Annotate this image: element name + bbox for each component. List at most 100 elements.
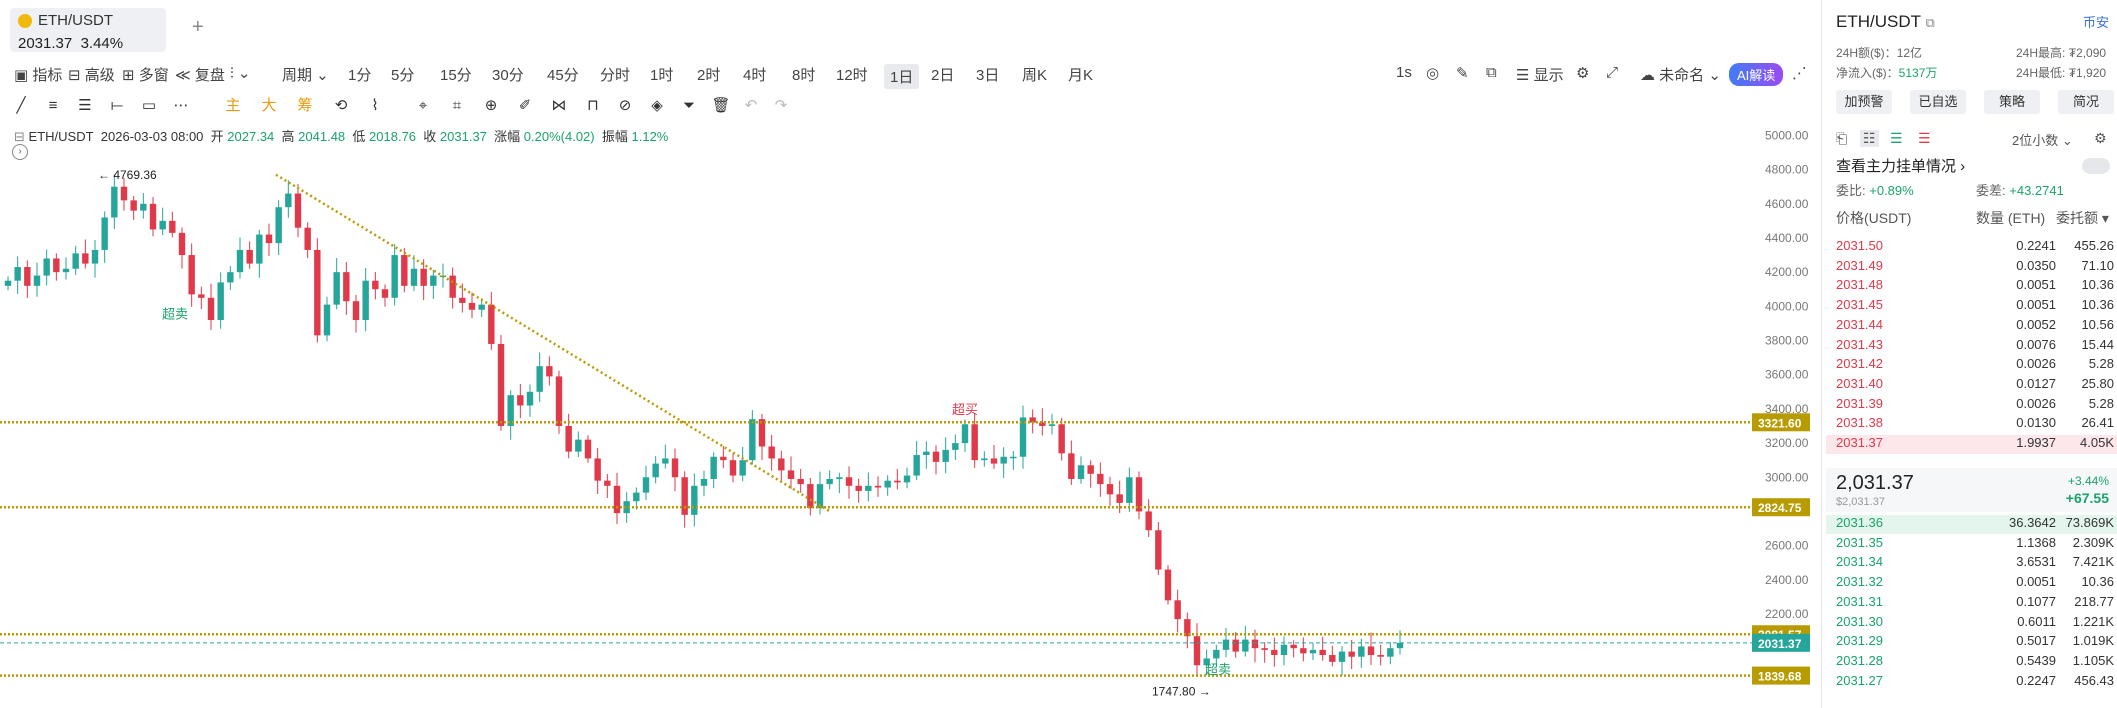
exchange-link[interactable]: 币安 xyxy=(2082,15,2109,30)
period-dropdown[interactable]: 周期 ⌄ xyxy=(282,67,329,84)
bid-row[interactable]: 2031.27 0.2247 456.43 xyxy=(1826,673,2117,692)
hide-tool-icon[interactable]: ⊘ xyxy=(618,97,632,114)
interval-11[interactable]: 1日 xyxy=(884,64,920,89)
ask-row[interactable]: 2031.45 0.0051 10.36 xyxy=(1826,297,2117,316)
display-button[interactable]: ☰ 显示 xyxy=(1516,67,1564,84)
alert-button[interactable]: 加预警 xyxy=(1836,90,1892,114)
interval-7[interactable]: 2时 xyxy=(697,67,721,84)
col-amount[interactable]: 委托额 ▾ xyxy=(2056,210,2109,226)
ask-row[interactable]: 2031.50 0.2241 455.26 xyxy=(1826,238,2117,257)
ask-row[interactable]: 2031.39 0.0026 5.28 xyxy=(1826,396,2117,415)
cursor-tool-icon[interactable]: ⌖ xyxy=(418,97,428,114)
multi-window-button[interactable]: ⊞ 多窗 xyxy=(122,67,169,84)
ask-row[interactable]: 2031.37 1.9937 4.05K xyxy=(1826,435,2117,454)
lock-tool-icon[interactable]: ⊓ xyxy=(587,97,599,114)
asks-only-icon[interactable]: ☰ xyxy=(1918,130,1931,146)
interval-0[interactable]: 1分 xyxy=(348,67,372,84)
delete-tool-icon[interactable]: 🗑 xyxy=(711,97,731,114)
review-button[interactable]: ≪ 复盘 xyxy=(175,67,225,84)
bid-row[interactable]: 2031.32 0.0051 10.36 xyxy=(1826,574,2117,593)
indicators-button[interactable]: ▣ 指标 xyxy=(14,67,63,84)
main-orders-link[interactable]: 查看主力挂单情况 › xyxy=(1836,158,1966,175)
interval-6[interactable]: 1时 xyxy=(650,67,674,84)
collapse-indicator-button[interactable]: › xyxy=(12,144,28,160)
bid-row[interactable]: 2031.30 0.6011 1.221K xyxy=(1826,614,2117,633)
channel-tool-icon[interactable]: ☰ xyxy=(78,97,92,114)
ask-row[interactable]: 2031.48 0.0051 10.36 xyxy=(1826,277,2117,296)
bid-row[interactable]: 2031.35 1.1368 2.309K xyxy=(1826,535,2117,554)
marker-tool-icon[interactable]: ✐ xyxy=(518,97,532,114)
layout-name-dropdown[interactable]: ☁ 未命名 ⌄ xyxy=(1640,67,1721,84)
big-order-button[interactable]: 大 xyxy=(261,97,277,114)
share-icon[interactable]: ⋰ xyxy=(1792,65,1807,82)
interval-10[interactable]: 12时 xyxy=(836,67,868,84)
ask-row[interactable]: 2031.40 0.0127 25.80 xyxy=(1826,376,2117,395)
decimals-dropdown[interactable]: 2位小数 ⌄ xyxy=(2012,133,2073,148)
strategy-button[interactable]: 策略 xyxy=(1984,90,2040,114)
bids-only-icon[interactable]: ☰ xyxy=(1890,130,1903,146)
overview-button[interactable]: 简况 xyxy=(2058,90,2114,114)
layout-icon[interactable]: ⧉ xyxy=(1486,64,1497,81)
pattern-tool-icon[interactable]: ⟲ xyxy=(334,97,348,114)
advanced-button[interactable]: ⊟ 高级 xyxy=(68,67,115,84)
redo-icon[interactable]: ↷ xyxy=(774,97,788,114)
layers-tool-icon[interactable]: ◈ xyxy=(651,97,663,114)
symbol-tab[interactable]: ETH/USDT 2031.37 3.44% xyxy=(10,8,166,52)
watchlist-button[interactable]: 已自选 xyxy=(1910,90,1966,114)
vol-24h: 24H额($)：12亿 xyxy=(1836,46,1923,60)
interval-12[interactable]: 2日 xyxy=(931,67,955,84)
interval-1[interactable]: 5分 xyxy=(391,67,415,84)
order-amount: 71.10 xyxy=(2081,257,2114,273)
ray-tool-icon[interactable]: ⟝ xyxy=(110,97,124,114)
camera-icon[interactable]: ◎ xyxy=(1426,65,1440,82)
candlestick-chart[interactable]: 5000.00 4800.00 4600.00 4400.00 4200.00 4000.… xyxy=(0,120,1822,708)
orderbook-settings-icon[interactable]: ⚙ xyxy=(2094,130,2107,146)
interval-3[interactable]: 30分 xyxy=(492,67,524,84)
bid-row[interactable]: 2031.36 36.3642 73.869K xyxy=(1826,515,2117,534)
ai-analysis-button[interactable]: AI解读 xyxy=(1729,63,1784,86)
both-sides-icon[interactable]: ☷ xyxy=(1860,130,1879,147)
hline-tool-icon[interactable]: ≡ xyxy=(48,97,58,114)
one-second-button[interactable]: 1s xyxy=(1396,64,1412,81)
candle-body xyxy=(584,439,592,459)
ask-row[interactable]: 2031.44 0.0052 10.56 xyxy=(1826,317,2117,336)
ask-row[interactable]: 2031.43 0.0076 15.44 xyxy=(1826,337,2117,356)
interval-13[interactable]: 3日 xyxy=(976,67,1000,84)
more-tools-icon[interactable]: ⋯ xyxy=(173,97,189,114)
interval-2[interactable]: 15分 xyxy=(440,67,472,84)
rect-tool-icon[interactable]: ▭ xyxy=(141,97,157,114)
bid-row[interactable]: 2031.31 0.1077 218.77 xyxy=(1826,594,2117,613)
main-orders-toggle[interactable] xyxy=(2082,158,2110,174)
interval-5[interactable]: 分时 xyxy=(600,67,631,84)
main-force-button[interactable]: 主 xyxy=(225,97,241,114)
order-qty: 0.1077 xyxy=(2016,593,2056,609)
interval-9[interactable]: 8时 xyxy=(792,67,816,84)
bid-diff: 委差: +43.2741 xyxy=(1976,183,2064,198)
undo-icon[interactable]: ↶ xyxy=(744,97,758,114)
candle-body xyxy=(82,253,89,264)
interval-15[interactable]: 月K xyxy=(1068,67,1094,84)
add-tab-button[interactable]: + xyxy=(192,16,204,38)
back-icon[interactable]: ⎗ xyxy=(1836,130,1848,146)
pen-icon[interactable]: ✎ xyxy=(1456,65,1469,82)
zoom-tool-icon[interactable]: ⊕ xyxy=(484,97,498,114)
magnet-tool-icon[interactable]: ⋈ xyxy=(551,97,567,114)
interval-4[interactable]: 45分 xyxy=(547,67,579,84)
ask-row[interactable]: 2031.42 0.0026 5.28 xyxy=(1826,356,2117,375)
interval-8[interactable]: 4时 xyxy=(743,67,767,84)
filter-tool-icon[interactable]: ⏷ xyxy=(682,97,695,114)
brush-tool-icon[interactable]: ⌇ xyxy=(371,97,379,114)
ask-row[interactable]: 2031.49 0.0350 71.10 xyxy=(1826,258,2117,277)
chip-button[interactable]: 筹 xyxy=(297,97,313,114)
bid-row[interactable]: 2031.28 0.5439 1.105K xyxy=(1826,653,2117,672)
fullscreen-icon[interactable]: ⤢ xyxy=(1606,64,1619,81)
bid-row[interactable]: 2031.29 0.5017 1.019K xyxy=(1826,633,2117,652)
candle-body xyxy=(227,272,234,283)
bid-row[interactable]: 2031.34 3.6531 7.421K xyxy=(1826,554,2117,573)
ruler-tool-icon[interactable]: ⌗ xyxy=(452,97,462,114)
ask-row[interactable]: 2031.38 0.0130 26.41 xyxy=(1826,415,2117,434)
line-tool-icon[interactable]: ╱ xyxy=(16,97,26,114)
interval-14[interactable]: 周K xyxy=(1022,67,1048,84)
chart-type-button[interactable]: ⫶ ⌄ xyxy=(230,65,251,82)
settings-icon[interactable]: ⚙ xyxy=(1576,65,1590,82)
